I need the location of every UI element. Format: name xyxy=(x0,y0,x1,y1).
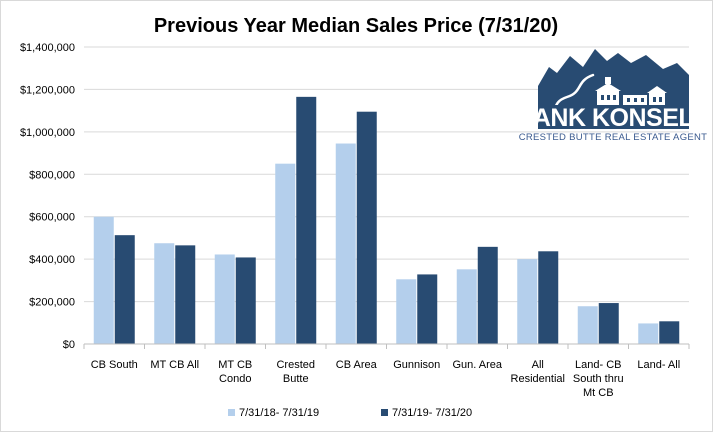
building-windows xyxy=(601,95,662,102)
y-tick-label: $1,000,000 xyxy=(20,127,75,139)
bar-series-1 xyxy=(275,163,296,344)
y-axis-tick-labels: $0 $200,000 $400,000 $600,000 $800,000 $1,000… xyxy=(20,42,75,351)
category-label: All xyxy=(532,359,544,371)
chart-title: Previous Year Median Sales Price (7/31/2… xyxy=(154,15,558,37)
bar-series-2 xyxy=(296,96,317,344)
legend-swatch-series-1 xyxy=(228,409,235,416)
bar-series-2 xyxy=(114,235,135,344)
bar-series-2 xyxy=(235,257,256,344)
bar-series-1 xyxy=(638,323,659,344)
category-label: Condo xyxy=(219,373,251,385)
logo-name-band xyxy=(538,105,689,129)
frank-konsella-logo: FRANK KONSELLA CRESTED BUTTE REAL ESTATE… xyxy=(501,49,712,143)
legend-label-series-2: 7/31/19- 7/31/20 xyxy=(392,407,472,419)
bar-series-1 xyxy=(517,259,538,344)
bar-series-2 xyxy=(417,274,438,344)
bar-series-2 xyxy=(477,246,498,344)
bar-series-1 xyxy=(335,143,356,344)
legend-label-series-1: 7/31/18- 7/31/19 xyxy=(239,407,319,419)
legend: 7/31/18- 7/31/19 7/31/19- 7/31/20 xyxy=(228,407,472,419)
category-label: CB South xyxy=(91,359,138,371)
bar-series-1 xyxy=(396,279,417,344)
bars xyxy=(93,96,680,344)
bar-series-2 xyxy=(175,245,196,344)
legend-swatch-series-2 xyxy=(381,409,388,416)
category-label: Butte xyxy=(283,373,309,385)
category-label: MT CB xyxy=(218,359,252,371)
y-tick-label: $400,000 xyxy=(29,254,75,266)
bar-series-1 xyxy=(456,269,477,344)
category-label: CB Area xyxy=(336,359,378,371)
y-tick-label: $0 xyxy=(63,339,75,351)
y-tick-label: $1,400,000 xyxy=(20,42,75,54)
logo-tagline: CRESTED BUTTE REAL ESTATE AGENT xyxy=(519,132,708,143)
logo-name: FRANK KONSELLA xyxy=(501,104,712,132)
y-tick-label: $600,000 xyxy=(29,212,75,224)
x-axis xyxy=(83,343,690,349)
y-tick-label: $200,000 xyxy=(29,297,75,309)
bar-series-2 xyxy=(659,321,680,344)
category-label: Land- CB xyxy=(575,359,621,371)
category-labels: CB South MT CB All MT CB Condo Crested Butte C… xyxy=(91,359,680,399)
bar-series-1 xyxy=(577,306,598,344)
bar-series-1 xyxy=(214,254,235,344)
category-label: Gun. Area xyxy=(452,359,502,371)
category-label: South thru xyxy=(573,373,624,385)
bar-series-1 xyxy=(93,216,114,344)
category-label: MT CB All xyxy=(150,359,199,371)
bar-series-1 xyxy=(154,243,175,344)
bar-series-2 xyxy=(538,251,559,344)
category-label: Crested xyxy=(276,359,315,371)
category-label: Mt CB xyxy=(583,387,614,399)
category-label: Gunnison xyxy=(393,359,440,371)
category-label: Residential xyxy=(511,373,565,385)
category-label: Land- All xyxy=(637,359,680,371)
y-tick-label: $1,200,000 xyxy=(20,84,75,96)
bar-series-2 xyxy=(356,111,377,344)
y-tick-label: $800,000 xyxy=(29,169,75,181)
bar-series-2 xyxy=(598,303,619,344)
